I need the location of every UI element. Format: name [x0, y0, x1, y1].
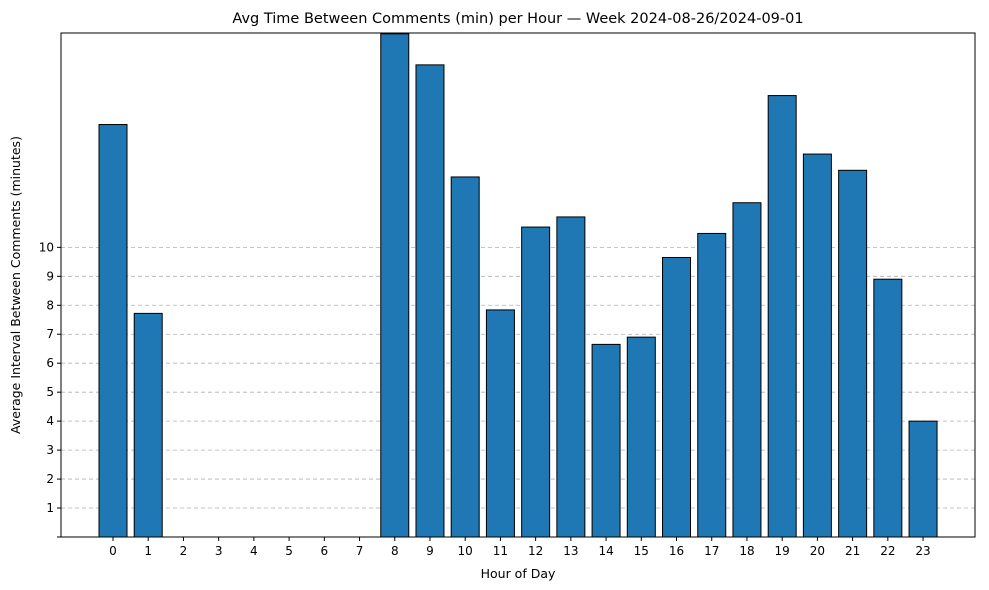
y-tick-label: 10 [39, 240, 54, 254]
x-tick-label: 3 [215, 544, 223, 558]
x-tick-label: 12 [528, 544, 543, 558]
x-tick-label: 22 [880, 544, 895, 558]
bar-hour-0 [98, 124, 128, 538]
y-tick-label: 5 [46, 385, 54, 399]
x-tick-label: 13 [563, 544, 578, 558]
x-tick-label: 2 [180, 544, 188, 558]
y-axis-ticks: 1 2 3 4 5 6 7 8 9 10 [39, 240, 61, 538]
chart-title: Avg Time Between Comments (min) per Hour… [232, 11, 803, 27]
x-tick-label: 19 [775, 544, 790, 558]
bar-hour-8 [380, 33, 410, 538]
x-tick-label: 15 [634, 544, 649, 558]
bar-hour-10 [450, 176, 480, 538]
y-axis-label: Average Interval Between Comments (minut… [8, 136, 23, 434]
bar-hour-22 [873, 278, 903, 538]
grid-lines [61, 246, 975, 509]
x-tick-label: 5 [285, 544, 293, 558]
x-tick-label: 11 [493, 544, 508, 558]
x-tick-label: 14 [598, 544, 613, 558]
x-tick-label: 16 [669, 544, 684, 558]
x-tick-label: 21 [845, 544, 860, 558]
y-tick-label: 2 [46, 472, 54, 486]
y-tick-label: 7 [46, 327, 54, 341]
y-tick-label: 1 [46, 501, 54, 515]
plot-frame [60, 32, 976, 538]
y-tick-label: 6 [46, 356, 54, 370]
x-axis-label: Hour of Day [481, 566, 556, 581]
x-tick-label: 18 [739, 544, 754, 558]
bar-hour-21 [838, 169, 868, 538]
x-tick-label: 23 [915, 544, 930, 558]
x-axis-ticks: 0 1 2 3 4 5 6 7 8 9 10 11 12 13 14 15 16 17 18 19 20 21 22 23 [109, 537, 931, 558]
x-tick-label: 20 [810, 544, 825, 558]
bar-hour-15 [626, 336, 656, 538]
y-tick-label: 8 [46, 298, 54, 312]
bar-hour-16 [662, 256, 692, 538]
x-tick-label: 4 [250, 544, 258, 558]
x-tick-label: 10 [458, 544, 473, 558]
bar-hour-20 [802, 153, 832, 538]
bar-hour-12 [521, 226, 551, 538]
x-tick-label: 9 [426, 544, 434, 558]
bar-hour-11 [485, 309, 515, 538]
x-tick-label: 17 [704, 544, 719, 558]
bars [98, 33, 938, 538]
bar-hour-9 [415, 64, 445, 538]
x-tick-label: 7 [356, 544, 364, 558]
y-tick-label: 9 [46, 269, 54, 283]
bar-hour-19 [767, 95, 797, 538]
x-tick-label: 1 [144, 544, 152, 558]
bar-hour-17 [697, 232, 727, 538]
y-tick-label: 3 [46, 443, 54, 457]
bar-hour-13 [556, 216, 586, 538]
x-tick-label: 6 [320, 544, 328, 558]
y-tick-label: 4 [46, 414, 54, 428]
bar-hour-1 [133, 312, 163, 538]
bar-hour-18 [732, 202, 762, 538]
x-tick-label: 0 [109, 544, 117, 558]
bar-hour-14 [591, 343, 621, 538]
bar-hour-23 [908, 420, 938, 538]
x-tick-label: 8 [391, 544, 399, 558]
